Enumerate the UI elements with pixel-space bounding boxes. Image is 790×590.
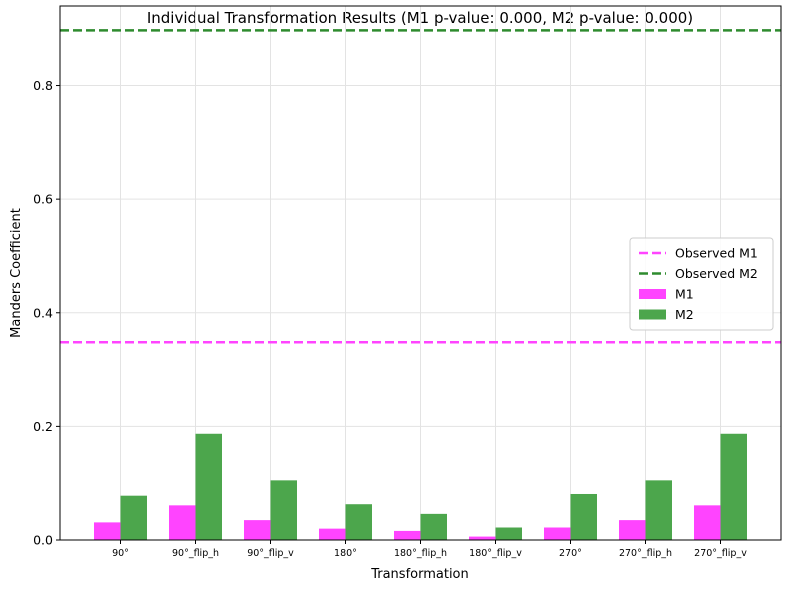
x-tick-label: 180°_flip_v — [469, 548, 522, 559]
legend-swatch — [639, 309, 666, 320]
bar-m1 — [544, 527, 571, 540]
bar-m1 — [94, 522, 121, 540]
x-axis-label: Transformation — [370, 567, 469, 582]
series-m1 — [94, 505, 721, 540]
legend-label: Observed M1 — [675, 246, 758, 261]
bar-m2 — [270, 480, 297, 540]
legend-label: M2 — [675, 307, 694, 322]
y-tick-label: 0.0 — [33, 533, 53, 548]
legend-box — [629, 237, 774, 331]
bar-m2 — [195, 433, 222, 540]
bar-m2 — [345, 504, 372, 540]
bar-m2 — [645, 480, 672, 540]
legend-label: Observed M2 — [675, 266, 758, 281]
legend-swatch — [639, 289, 666, 299]
bar-m2 — [420, 513, 447, 540]
reference-lines — [60, 29, 781, 344]
y-tick-label: 0.2 — [33, 419, 53, 434]
legend: Observed M1 Observed M2 M1 M2 — [629, 237, 774, 331]
y-tick-label: 0.4 — [33, 305, 53, 320]
x-tick-label: 90°_flip_v — [247, 548, 294, 559]
x-tick-label: 270°_flip_h — [619, 548, 672, 559]
legend-label: M1 — [675, 287, 694, 302]
x-tick-label: 90°_flip_h — [172, 548, 219, 559]
bar-m1 — [319, 528, 346, 540]
series-m2 — [120, 433, 747, 540]
bar-m2 — [570, 493, 597, 540]
y-axis: 0.0 0.2 0.4 0.6 0.8 — [33, 78, 60, 548]
y-tick-label: 0.6 — [33, 192, 53, 207]
bar-m1 — [169, 505, 196, 540]
bar-m2 — [720, 433, 747, 540]
bars — [94, 433, 747, 540]
x-tick-label: 270°_flip_v — [694, 548, 747, 559]
x-axis: 90° 90°_flip_h 90°_flip_v 180° 180°_flip_h 18… — [112, 540, 747, 559]
y-axis-label: Manders Coefficient — [9, 208, 24, 338]
bar-m1 — [394, 530, 421, 540]
bar-m1 — [244, 520, 271, 540]
bar-m1 — [469, 536, 496, 540]
bar-m1 — [619, 520, 646, 540]
bar-m2 — [120, 495, 147, 540]
bar-m2 — [495, 527, 522, 540]
bar-m1 — [694, 505, 721, 540]
x-tick-label: 180° — [334, 548, 357, 559]
y-tick-label: 0.8 — [33, 78, 53, 93]
x-tick-label: 270° — [559, 548, 582, 559]
x-tick-label: 90° — [112, 548, 129, 559]
x-tick-label: 180°_flip_h — [394, 548, 447, 559]
